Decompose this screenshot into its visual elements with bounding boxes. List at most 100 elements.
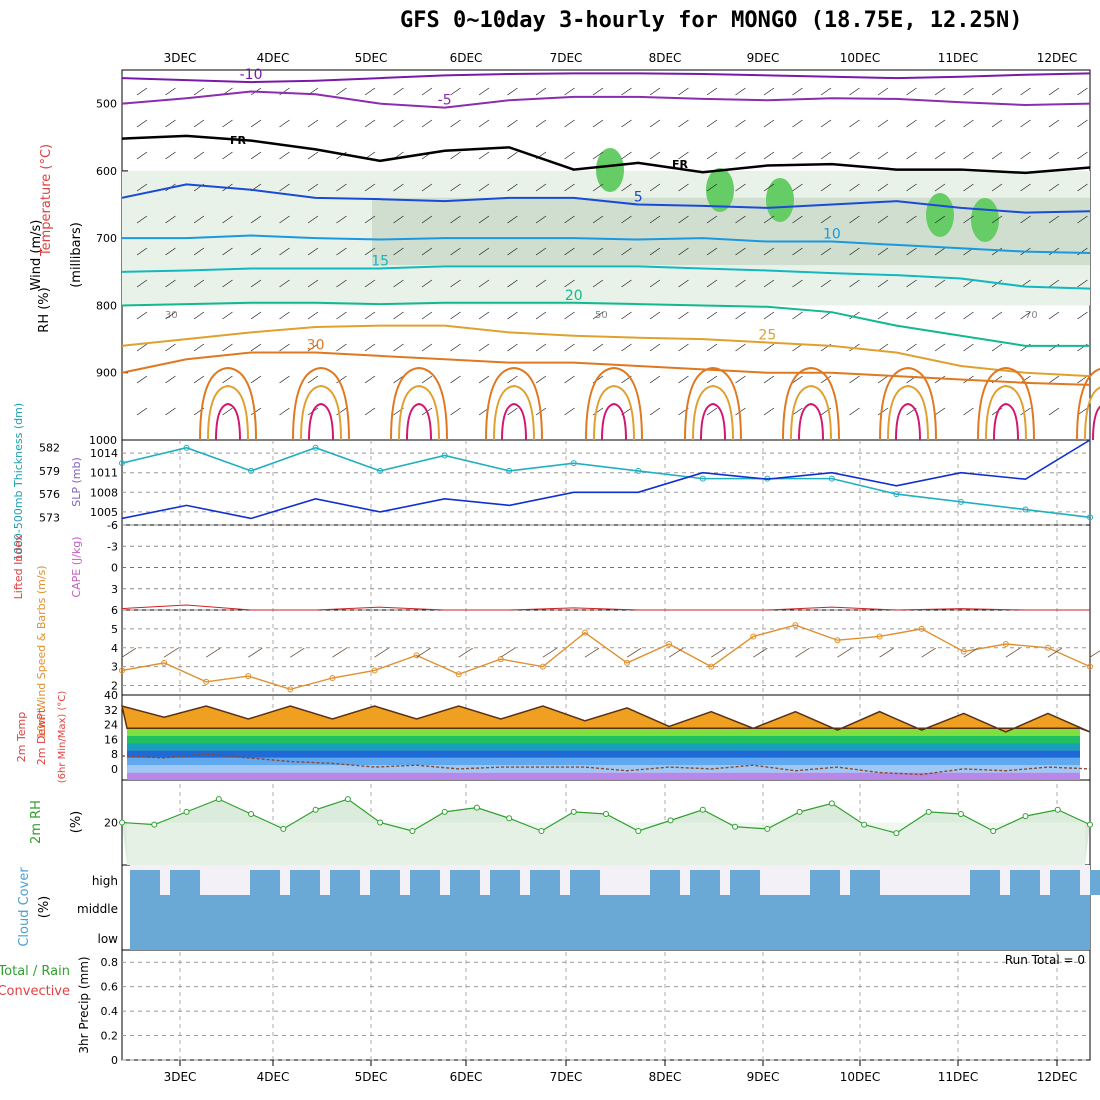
- wind-speed-line: [121, 624, 1091, 691]
- cloud-high-bar: [650, 870, 680, 895]
- surface-temperature-loop: [887, 384, 929, 441]
- rh-point: [1054, 806, 1061, 813]
- wind-barb: [290, 647, 305, 658]
- wind-barb: [250, 407, 262, 416]
- wind-barb: [136, 119, 148, 128]
- wind-barb: [393, 311, 404, 320]
- wind-speed-point: [329, 675, 336, 681]
- temperature-contour-label: 20: [565, 288, 583, 304]
- temperature-contour: [121, 90, 1091, 109]
- wind-barb: [1020, 183, 1031, 192]
- wind-barb: [1048, 87, 1060, 96]
- wind-barb: [849, 87, 860, 96]
- wind-barb: [421, 183, 433, 192]
- surface-temperature-loop: [207, 384, 249, 441]
- wind-barb: [678, 151, 689, 160]
- wind-barb: [649, 87, 661, 96]
- rh-point: [441, 808, 448, 815]
- cloud-high-bar: [330, 870, 360, 895]
- wind-barb: [877, 279, 889, 288]
- wind-barb: [934, 375, 946, 384]
- wind-barb: [136, 151, 148, 160]
- wind-barb: [906, 343, 917, 352]
- wind-barb: [507, 247, 518, 256]
- freezing-level-label: FR: [672, 158, 689, 171]
- wind-barb: [592, 247, 604, 256]
- x-tick-label-bottom: 6DEC: [450, 1070, 483, 1084]
- y-label-temperature: Temperature (°C): [39, 144, 54, 257]
- thickness-point: [828, 475, 835, 482]
- temperature-area: [120, 705, 1091, 733]
- y-label-minmax: (6hr Min/Max) (°C): [57, 691, 68, 784]
- wind-barb: [507, 279, 518, 288]
- rh-contour-label: 50: [595, 310, 608, 321]
- wind-tick: 4: [111, 642, 118, 655]
- rh-point: [280, 825, 287, 832]
- wind-barb: [364, 183, 376, 192]
- li-tick: 3: [111, 583, 118, 596]
- wind-barb: [678, 183, 689, 192]
- thickness-point: [377, 467, 384, 474]
- wind-barb: [564, 215, 575, 224]
- wind-barb: [792, 119, 803, 128]
- y-label-wind: Wind (m/s): [29, 220, 44, 291]
- wind-barb: [279, 87, 290, 96]
- rh-point: [861, 821, 868, 828]
- surface-temperature-loop: [300, 384, 342, 441]
- wind-barb: [592, 119, 604, 128]
- rh-point: [183, 808, 190, 815]
- wind-barb: [706, 311, 718, 320]
- temperature-contour-label: 25: [758, 327, 776, 343]
- wind-barb: [1020, 151, 1031, 160]
- wind-barb: [478, 215, 490, 224]
- wind-barb: [279, 343, 290, 352]
- wind-speed-point: [918, 625, 925, 632]
- wind-barb: [934, 215, 946, 224]
- wind-barb: [735, 311, 746, 320]
- wind-barb: [934, 247, 946, 256]
- wind-barb: [507, 119, 518, 128]
- wind-barb: [507, 183, 518, 192]
- temperature-tick: 32: [104, 704, 118, 717]
- wind-barb: [165, 375, 176, 384]
- wind-barb: [1020, 119, 1031, 128]
- wind-barb: [163, 647, 179, 658]
- wind-barb: [535, 343, 547, 352]
- wind-barb: [136, 279, 148, 288]
- wind-barb: [250, 247, 262, 256]
- precip-tick: 0.2: [101, 1030, 119, 1043]
- temperature-band: [127, 757, 1080, 766]
- wind-barb: [877, 247, 889, 256]
- temperature-contour: [122, 234, 1091, 254]
- wind-barb: [336, 87, 347, 96]
- wind-barb: [820, 87, 832, 96]
- wind-barb: [877, 375, 889, 384]
- wind-barb: [1077, 87, 1088, 96]
- rh-tick: 20: [104, 817, 118, 830]
- cloud-high-bar: [410, 870, 440, 895]
- wind-barb: [500, 647, 515, 658]
- wind-barb: [991, 119, 1003, 128]
- dewpoint-line: [121, 753, 1091, 776]
- wind-barb: [735, 151, 746, 160]
- thickness-point: [506, 467, 513, 474]
- wind-speed-point: [1044, 644, 1051, 651]
- wind-barb: [763, 151, 775, 160]
- wind-barb: [763, 343, 775, 352]
- wind-barb: [678, 247, 689, 256]
- wind-speed-point: [624, 659, 631, 666]
- wind-barb: [393, 87, 404, 96]
- wind-barb: [307, 119, 319, 128]
- wind-barb: [706, 247, 718, 256]
- wind-speed-point: [834, 637, 841, 644]
- wind-barb: [450, 183, 461, 192]
- wind-barb: [421, 311, 433, 320]
- wind-barb: [963, 151, 974, 160]
- x-tick-label-top: 11DEC: [938, 51, 978, 65]
- wind-barb: [336, 279, 347, 288]
- wind-barb: [1048, 215, 1060, 224]
- wind-speed-point: [539, 663, 546, 670]
- wind-barb: [564, 311, 575, 320]
- wind-barb: [193, 247, 205, 256]
- upper-air-panel: 30 50 70 500 600 700 800 900 1000 FR FR -10 -5 5 10 15 2…: [89, 67, 1100, 447]
